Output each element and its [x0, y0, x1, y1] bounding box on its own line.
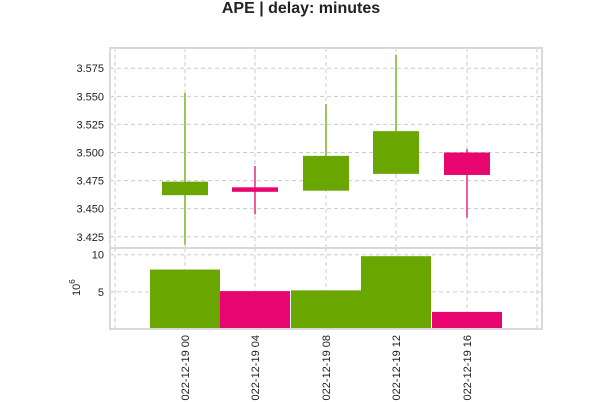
candle	[232, 165, 278, 215]
price-tick-label: 3.450	[76, 204, 104, 216]
candle-body	[162, 181, 208, 196]
x-tick-label: 022-12-19 00	[180, 335, 192, 400]
candle-body	[373, 131, 419, 174]
svg-text:106: 106	[68, 279, 83, 296]
volume-bar	[220, 291, 290, 329]
price-panel: 3.425 3.450 3.475 3.500 3.525 3.550 3.575	[76, 47, 543, 249]
candle	[444, 149, 490, 218]
price-tick-label: 3.550	[76, 91, 104, 103]
volume-bar	[150, 269, 220, 329]
candle-body	[232, 187, 278, 192]
price-tick-label: 3.500	[76, 147, 104, 159]
candle-body	[444, 152, 490, 175]
price-tick-label: 3.425	[76, 232, 104, 244]
price-tick-label: 3.475	[76, 176, 104, 188]
volume-bar	[361, 256, 431, 329]
x-tick-label: 022-12-19 04	[250, 335, 262, 400]
x-tick-label: 022-12-19 08	[321, 335, 333, 400]
volume-bar	[291, 290, 361, 329]
x-tick-label: 022-12-19 12	[391, 335, 403, 400]
x-axis-ticks: 022-12-19 00 022-12-19 04 022-12-19 08 022-…	[180, 335, 474, 400]
price-tick-label: 3.575	[76, 63, 104, 75]
volume-tick-label: 10	[92, 250, 104, 262]
volume-bar	[432, 311, 502, 329]
volume-panel: 5 10 106	[68, 247, 543, 330]
volume-tick-label: 5	[98, 287, 104, 299]
candle	[303, 104, 349, 191]
volume-panel-frame	[109, 247, 543, 330]
chart-title: APE | delay: minutes	[222, 0, 380, 17]
x-tick-label: 022-12-19 16	[462, 335, 474, 400]
candle	[162, 92, 208, 245]
candle	[373, 54, 419, 174]
volume-multiplier-label: 106	[68, 279, 83, 296]
price-tick-label: 3.525	[76, 119, 104, 131]
candle-body	[303, 155, 349, 191]
